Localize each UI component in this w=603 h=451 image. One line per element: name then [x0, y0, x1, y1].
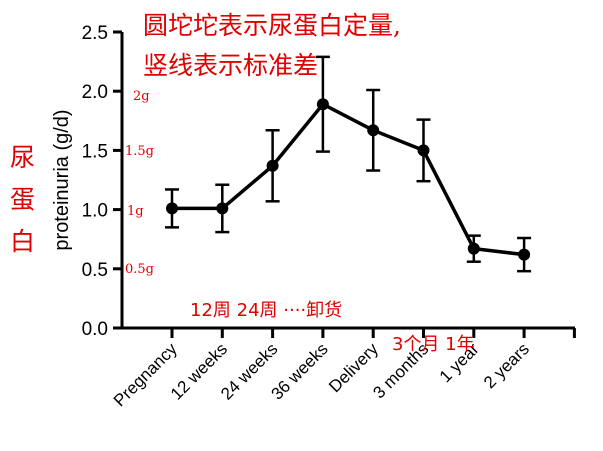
x-tick-label: 2 years	[480, 339, 533, 392]
data-point	[417, 144, 430, 157]
x-tick-label: Pregnancy	[110, 339, 181, 410]
annotation-y-1-5g: 1.5g	[125, 144, 154, 159]
annotation-top-line2: 竖线表示标准差	[143, 51, 318, 80]
y-tick-label: 1.0	[82, 201, 108, 222]
y-tick-label: 2.0	[82, 82, 108, 103]
annotation-left-char-1: 尿	[10, 143, 35, 172]
error-bars	[165, 55, 532, 273]
data-point	[367, 124, 380, 137]
data-point	[216, 202, 229, 215]
y-tick-label: 0.0	[82, 319, 108, 340]
series-line	[172, 102, 525, 257]
y-tick-label: 2.5	[82, 23, 108, 44]
data-point	[316, 98, 329, 111]
annotation-bottom-note: 12周 24周 ····卸货	[190, 300, 342, 321]
annotation-left-char-2: 蛋	[10, 185, 35, 214]
data-point	[266, 159, 279, 172]
y-tick-label: 0.5	[82, 260, 108, 281]
data-point	[467, 242, 480, 255]
annotation-y-1g: 1g	[127, 204, 144, 219]
y-tick-label: 1.5	[82, 141, 108, 162]
data-point	[166, 202, 178, 215]
data-point	[518, 248, 531, 261]
annotation-y-0-5g: 0.5g	[125, 262, 154, 277]
annotation-left-char-3: 白	[10, 227, 35, 256]
annotation-y-2g: 2g	[133, 89, 150, 104]
data-points	[166, 98, 531, 261]
y-axis-title: proteinuria (g/d)	[51, 109, 73, 250]
y-ticks: 0.0 0.5 1.0 1.5 2.0 2.5	[82, 23, 122, 340]
annotation-top-line1: 圆坨坨表示尿蛋白定量,	[143, 11, 401, 40]
annotation-bottom-note2: 3个月 1年	[392, 334, 475, 355]
